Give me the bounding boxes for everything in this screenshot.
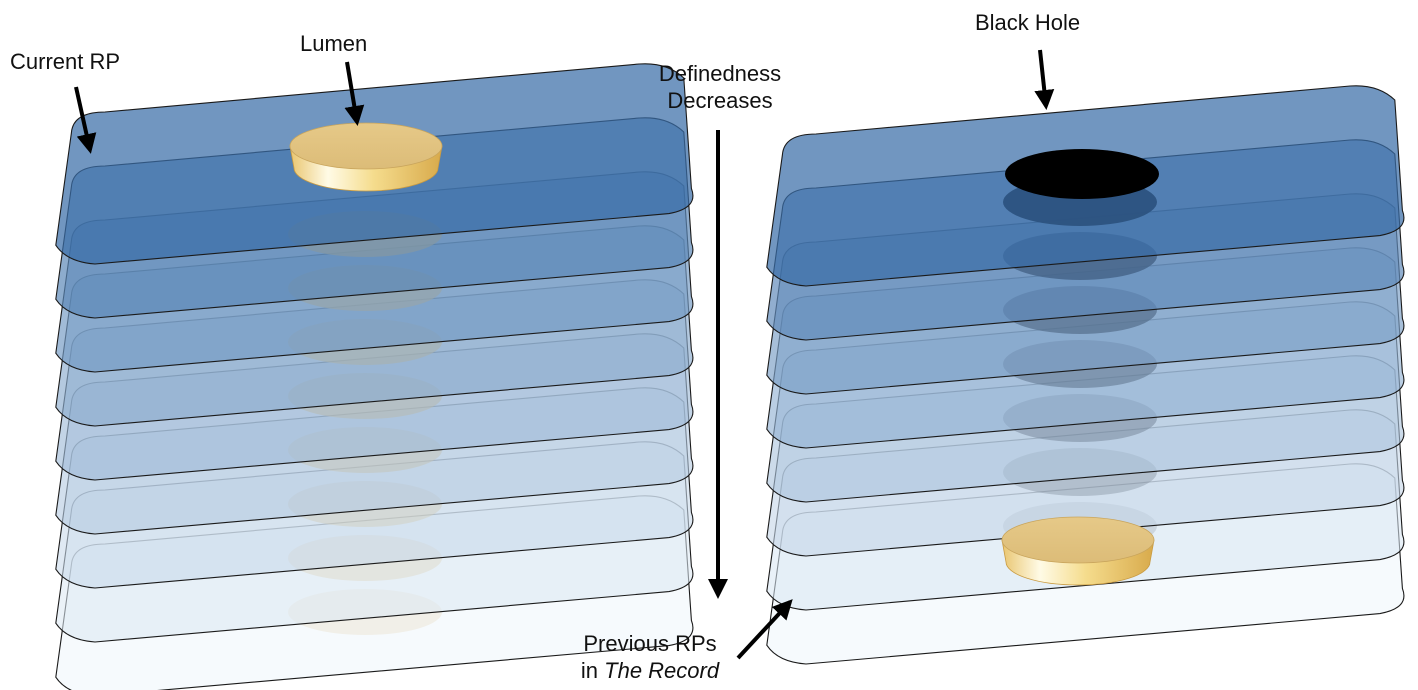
black-hole-label: Black Hole xyxy=(975,10,1081,35)
previous-rps-label: Previous RPs in The Record xyxy=(570,630,730,684)
previous-rps-line1: Previous RPs xyxy=(583,631,717,656)
definedness-line1: Definedness xyxy=(658,61,782,86)
buried-lumen-puck xyxy=(1001,516,1155,586)
lumen-stack xyxy=(55,63,694,690)
definedness-label: Definedness Decreases xyxy=(650,60,790,114)
previous-rps-prefix: in xyxy=(580,658,605,683)
the-record-text: The Record xyxy=(604,658,720,683)
black-hole-arrow xyxy=(1034,49,1055,110)
previous-rps-arrow xyxy=(736,599,793,660)
lumen-label: Lumen xyxy=(300,31,368,56)
previous-rps-line2: in The Record xyxy=(570,657,730,684)
black-hole-top-disc xyxy=(1005,149,1159,199)
lumen-arrow xyxy=(344,61,365,126)
puck-top xyxy=(1001,516,1155,564)
lumen-puck xyxy=(289,122,443,192)
definedness-line2: Decreases xyxy=(667,88,773,113)
current-rp-arrow xyxy=(74,86,97,154)
current-rp-label: Current RP xyxy=(10,49,121,74)
black-hole-stack xyxy=(766,85,1405,665)
puck-top xyxy=(289,122,443,170)
